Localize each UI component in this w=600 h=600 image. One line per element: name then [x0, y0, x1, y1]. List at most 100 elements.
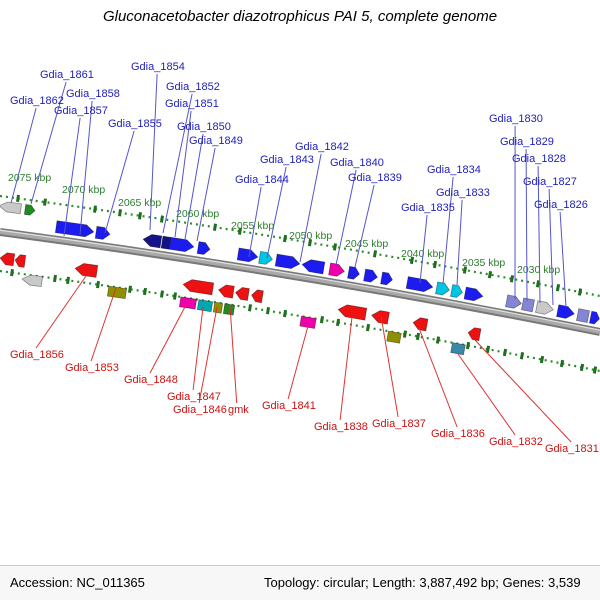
- gene-glyph[interactable]: [576, 308, 590, 323]
- gene-glyph[interactable]: [505, 294, 523, 310]
- gene-glyph[interactable]: [405, 276, 434, 293]
- gene-label[interactable]: Gdia_1861: [40, 69, 94, 81]
- gene-glyph[interactable]: [463, 286, 484, 302]
- gene-glyph[interactable]: [258, 251, 274, 265]
- ruler-tick: [485, 345, 491, 354]
- gene-glyph[interactable]: [328, 262, 346, 277]
- gene-glyph[interactable]: [106, 285, 128, 300]
- gene-label[interactable]: Gdia_1853: [65, 362, 119, 374]
- gene-glyph[interactable]: [218, 284, 235, 299]
- gene-label[interactable]: Gdia_1841: [262, 400, 316, 412]
- gene-glyph[interactable]: [386, 330, 402, 344]
- gene-glyph[interactable]: [196, 241, 211, 256]
- gene-glyph[interactable]: [0, 252, 16, 267]
- gene-glyph[interactable]: [450, 284, 464, 299]
- gene-label[interactable]: Gdia_1835: [401, 202, 455, 214]
- ruler-tick: [487, 270, 493, 279]
- gene-glyph[interactable]: [94, 225, 111, 240]
- gene-label[interactable]: Gdia_1837: [372, 418, 426, 430]
- gene-glyph[interactable]: [467, 327, 482, 342]
- gene-glyph[interactable]: [535, 300, 555, 316]
- gene-glyph[interactable]: [142, 233, 163, 249]
- gene-label[interactable]: gmk: [228, 404, 249, 416]
- ruler-tick: [282, 309, 288, 318]
- label-leader-line: [248, 186, 262, 258]
- label-leader-line: [537, 165, 541, 304]
- ruler-position-label: 2065 kbp: [118, 197, 161, 209]
- gene-glyph[interactable]: [380, 271, 394, 286]
- gene-glyph[interactable]: [236, 247, 259, 263]
- gene-label[interactable]: Gdia_1829: [500, 136, 554, 148]
- gene-label[interactable]: Gdia_1854: [131, 61, 185, 73]
- gene-glyph[interactable]: [251, 289, 264, 304]
- gene-glyph[interactable]: [0, 201, 22, 215]
- gene-label[interactable]: Gdia_1857: [54, 105, 108, 117]
- gene-label[interactable]: Gdia_1850: [177, 121, 231, 133]
- label-leader-line: [419, 214, 428, 284]
- gene-label[interactable]: Gdia_1844: [235, 174, 289, 186]
- gene-glyph[interactable]: [412, 317, 429, 332]
- gene-label[interactable]: Gdia_1838: [314, 421, 368, 433]
- ruler-tick: [502, 348, 508, 357]
- gene-glyph[interactable]: [450, 342, 466, 356]
- gene-glyph[interactable]: [168, 236, 195, 253]
- gene-glyph[interactable]: [435, 281, 451, 296]
- gene-label[interactable]: Gdia_1856: [10, 349, 64, 361]
- gene-label[interactable]: Gdia_1833: [436, 187, 490, 199]
- gene-glyph[interactable]: [54, 220, 95, 238]
- accession-text: Accession: NC_011365: [10, 575, 145, 590]
- gene-glyph[interactable]: [371, 309, 390, 325]
- gene-glyph[interactable]: [222, 303, 236, 316]
- label-leader-line: [287, 325, 309, 400]
- gene-glyph[interactable]: [160, 235, 172, 250]
- gene-glyph[interactable]: [299, 315, 317, 329]
- gene-glyph[interactable]: [21, 274, 43, 288]
- gene-label[interactable]: Gdia_1836: [431, 428, 485, 440]
- gene-glyph[interactable]: [363, 268, 379, 283]
- gene-label[interactable]: Gdia_1847: [167, 391, 221, 403]
- gene-label[interactable]: Gdia_1855: [108, 118, 162, 130]
- gene-glyph[interactable]: [337, 304, 368, 321]
- gene-label[interactable]: Gdia_1842: [295, 141, 349, 153]
- gene-glyph[interactable]: [14, 254, 27, 268]
- gene-glyph[interactable]: [196, 299, 214, 313]
- gene-label[interactable]: Gdia_1826: [534, 199, 588, 211]
- gene-glyph[interactable]: [23, 204, 36, 216]
- gene-label[interactable]: Gdia_1828: [512, 153, 566, 165]
- gene-glyph[interactable]: [235, 287, 250, 301]
- gene-label[interactable]: Gdia_1830: [489, 113, 543, 125]
- ruler-tick: [579, 363, 585, 372]
- ruler-tick: [237, 227, 243, 235]
- gene-glyph[interactable]: [589, 310, 600, 325]
- label-leader-line: [339, 316, 353, 421]
- gene-glyph[interactable]: [178, 296, 198, 310]
- gene-glyph[interactable]: [521, 297, 535, 313]
- gene-glyph[interactable]: [274, 253, 301, 270]
- label-leader-line: [63, 117, 81, 237]
- gene-glyph[interactable]: [347, 265, 361, 280]
- gene-label[interactable]: Gdia_1831: [545, 443, 599, 455]
- gene-label[interactable]: Gdia_1832: [489, 436, 543, 448]
- gene-glyph[interactable]: [182, 278, 215, 296]
- gene-label[interactable]: Gdia_1862: [10, 95, 64, 107]
- gene-glyph[interactable]: [212, 301, 224, 314]
- gene-label[interactable]: Gdia_1851: [165, 98, 219, 110]
- ruler-tick: [432, 260, 438, 269]
- gene-glyph[interactable]: [301, 258, 326, 275]
- gene-label[interactable]: Gdia_1846: [173, 404, 227, 416]
- gene-label[interactable]: Gdia_1834: [427, 164, 481, 176]
- ruler-tick: [319, 315, 325, 324]
- gene-label[interactable]: Gdia_1839: [348, 172, 402, 184]
- gene-label[interactable]: Gdia_1840: [330, 157, 384, 169]
- ruler-tick: [10, 268, 14, 277]
- gene-glyph[interactable]: [74, 262, 99, 278]
- gene-label[interactable]: Gdia_1858: [66, 88, 120, 100]
- gene-label[interactable]: Gdia_1827: [523, 176, 577, 188]
- ruler-tick: [142, 287, 148, 296]
- gene-label[interactable]: Gdia_1843: [260, 154, 314, 166]
- gene-label[interactable]: Gdia_1848: [124, 374, 178, 386]
- gene-label[interactable]: Gdia_1849: [189, 135, 243, 147]
- gene-glyph[interactable]: [556, 304, 576, 320]
- gene-label[interactable]: Gdia_1852: [166, 81, 220, 93]
